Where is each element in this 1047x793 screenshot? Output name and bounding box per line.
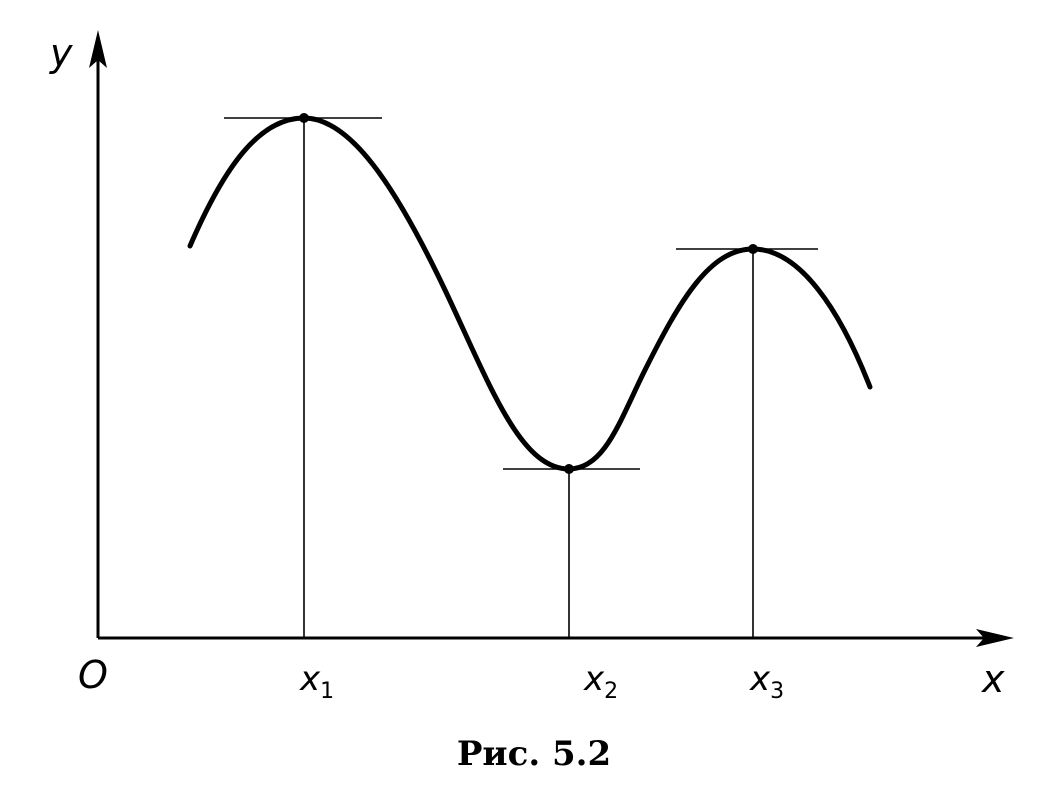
extremum-points bbox=[299, 113, 758, 474]
function-curve bbox=[187, 115, 873, 472]
axes bbox=[89, 30, 1014, 647]
y-axis-label: y bbox=[49, 31, 73, 75]
y-axis-arrow bbox=[89, 30, 107, 68]
extremum-point-max-x3 bbox=[748, 244, 758, 254]
extremum-point-max-x1 bbox=[299, 113, 309, 123]
tick-label-x3: x3 bbox=[749, 659, 784, 704]
tangent-lines bbox=[224, 117, 818, 470]
drop-lines bbox=[303, 118, 754, 638]
origin-label: O bbox=[78, 653, 108, 697]
tick-label-x1: x1 bbox=[299, 659, 334, 704]
x-axis-arrow bbox=[976, 629, 1014, 647]
figure-caption: Рис. 5.2 bbox=[457, 734, 611, 774]
x-axis-label: x bbox=[981, 657, 1005, 701]
extremum-point-min-x2 bbox=[564, 464, 574, 474]
tick-label-x2: x2 bbox=[583, 659, 618, 704]
